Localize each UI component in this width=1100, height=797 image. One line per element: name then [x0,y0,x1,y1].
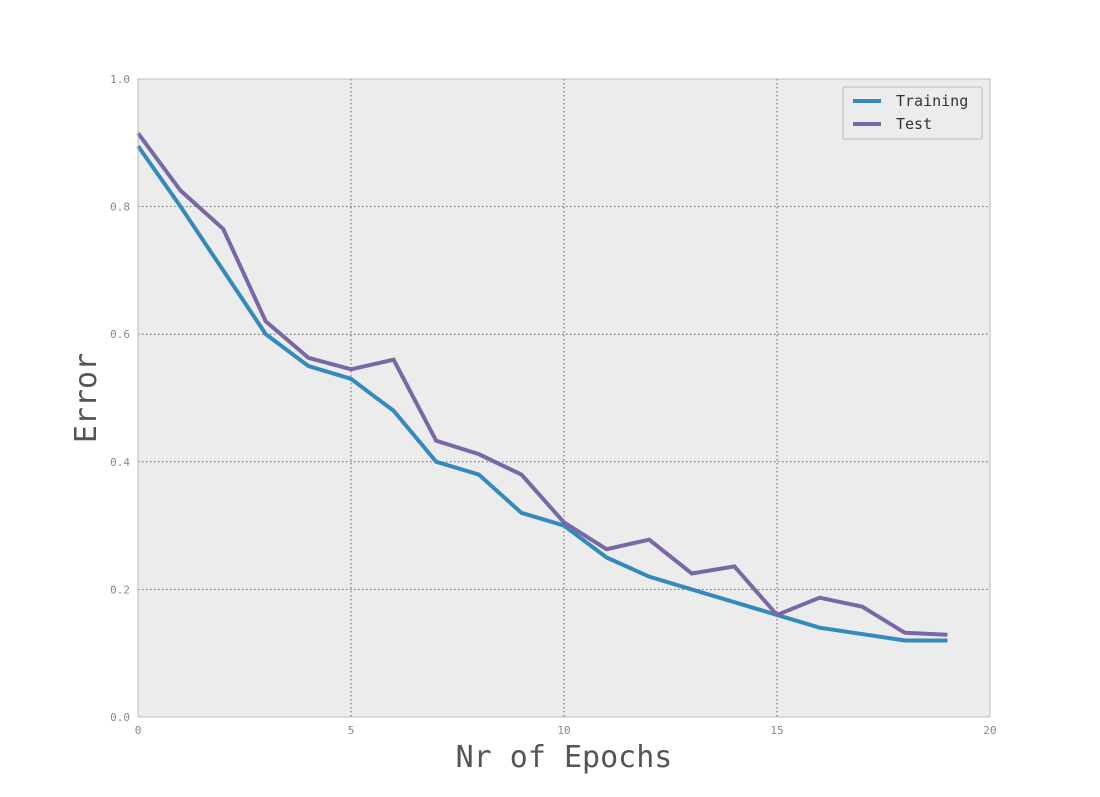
series-line-test [136,132,948,637]
series-lines [136,132,948,643]
y-tick-label: 1.0 [110,73,130,86]
y-tick-label: 0.8 [110,201,130,214]
y-tick-label: 0.2 [110,583,130,596]
x-tick-label: 0 [135,724,142,737]
y-axis-title: Error [69,353,104,443]
y-tick-label: 0.4 [110,456,130,469]
series-line-training [136,144,948,643]
x-tick-label: 20 [983,724,996,737]
x-axis-title: Nr of Epochs [456,740,673,775]
plot-area [138,79,990,717]
legend-label-test: Test [896,115,932,133]
x-tick-label: 15 [770,724,783,737]
legend-label-training: Training [896,92,968,110]
tick-labels: 0 5 10 15 20 0.0 0.2 0.4 0.6 0.8 1.0 [110,73,997,737]
legend: Training Test [842,86,983,140]
x-tick-label: 10 [557,724,570,737]
y-tick-label: 0.6 [110,328,130,341]
x-tick-label: 5 [348,724,355,737]
y-tick-label: 0.0 [110,711,130,724]
plot-frame [137,78,991,718]
